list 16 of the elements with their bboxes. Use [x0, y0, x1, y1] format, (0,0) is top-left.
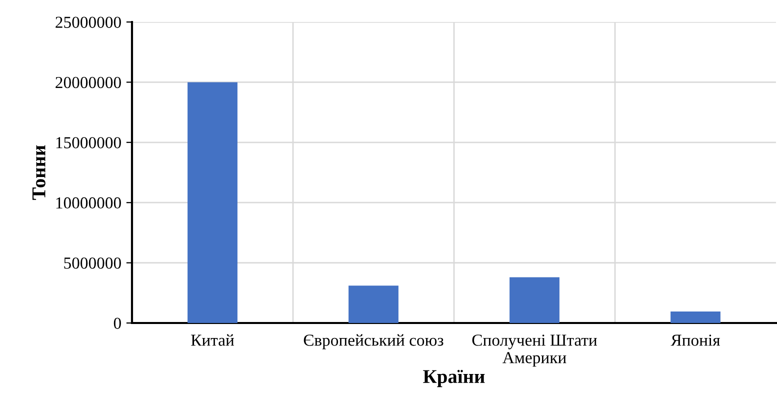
bar	[348, 286, 398, 323]
y-tick-label: 25000000	[56, 16, 121, 28]
y-tick-label: 5000000	[64, 258, 121, 269]
y-tick-label: 10000000	[56, 197, 121, 209]
y-tick-label: 20000000	[56, 76, 121, 88]
x-axis-title: Країни	[423, 370, 485, 388]
x-tick-label: Китай	[191, 334, 234, 346]
x-tick-label: Європейський союз	[304, 334, 444, 350]
y-axis-title: Тонни	[32, 145, 46, 200]
x-tick-label: Японія	[670, 334, 720, 346]
bar	[670, 312, 720, 323]
bar	[510, 277, 560, 323]
y-tick-label: 0	[114, 318, 121, 329]
x-tick-label: Сполучені Штати Америки	[472, 334, 597, 367]
bar	[188, 82, 238, 323]
y-tick-label: 15000000	[56, 137, 121, 148]
